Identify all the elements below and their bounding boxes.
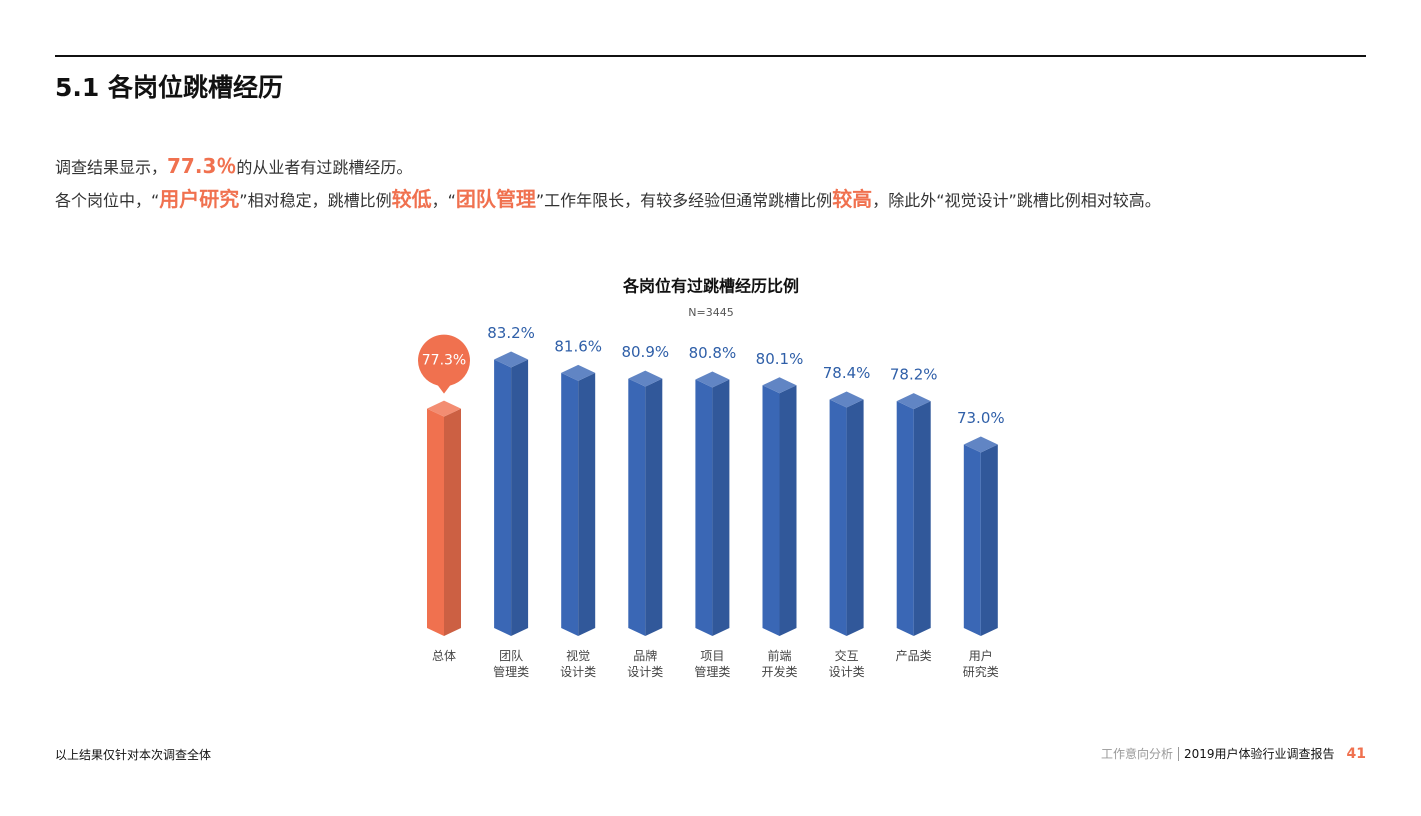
bar-top-face: [963, 436, 998, 453]
x-tick-label: 品牌 设计类: [627, 649, 664, 679]
report-name: 2019用户体验行业调查报告: [1183, 747, 1335, 761]
chart-subtitle: N=3445: [688, 306, 733, 319]
bar-left-face: [427, 408, 444, 636]
footnote: 以上结果仅针对本次调查全体: [55, 748, 212, 762]
bar-right-face: [846, 399, 864, 636]
bar-right-face: [712, 379, 730, 636]
value-label: 81.6%: [554, 337, 602, 355]
bar-top-face: [628, 370, 663, 387]
value-label: 78.4%: [823, 364, 871, 382]
highlight: 较高: [832, 187, 873, 211]
value-label: 77.3%: [422, 353, 466, 369]
bar: [896, 393, 931, 636]
bar-top-face: [427, 400, 461, 417]
highlight: 团队管理: [455, 187, 536, 211]
text: ，“: [431, 191, 456, 210]
intro-line: 各个岗位中，“用户研究”相对稳定，跳槽比例较低，“团队管理”工作年限长，有较多经…: [55, 183, 1161, 212]
bar: [628, 370, 663, 636]
bar-right-face: [645, 378, 663, 636]
bar-top-face: [896, 393, 931, 410]
header-rule: [55, 55, 1366, 57]
bar-right-face: [578, 372, 596, 636]
bar: [494, 351, 529, 636]
bar-right-face: [913, 401, 931, 636]
x-tick-label: 视觉 设计类: [560, 649, 597, 679]
bar: [829, 391, 864, 636]
bar-left-face: [628, 378, 646, 636]
value-label: 80.1%: [756, 350, 804, 368]
bar-top-face: [561, 364, 596, 381]
bar-left-face: [695, 379, 713, 636]
x-tick-label: 产品类: [895, 649, 932, 663]
text: 的从业者有过跳槽经历。: [236, 158, 413, 177]
x-tick-label: 项目 管理类: [694, 649, 731, 679]
bar-right-face: [980, 444, 998, 636]
page-title: 5.1 各岗位跳槽经历: [55, 73, 283, 102]
bar-left-face: [561, 372, 579, 636]
value-label: 78.2%: [890, 366, 938, 384]
bar: [561, 364, 596, 636]
x-tick-label: 总体: [431, 649, 456, 663]
text: ”工作年限长，有较多经验但通常跳槽比例: [535, 191, 833, 210]
text: ，除此外“视觉设计”跳槽比例相对较高。: [872, 191, 1161, 210]
bar: [963, 436, 998, 636]
highlight: 用户研究: [159, 187, 240, 211]
bar: [427, 400, 461, 636]
bar: [762, 377, 797, 636]
x-tick-label: 交互 设计类: [828, 649, 865, 679]
text: 调查结果显示，: [55, 158, 168, 177]
page-number: 41: [1346, 746, 1366, 762]
x-tick-label: 团队 管理类: [493, 649, 530, 679]
value-label: 80.8%: [689, 344, 737, 362]
x-tick-label: 用户 研究类: [962, 649, 999, 679]
bar-left-face: [494, 359, 512, 636]
bar-right-face: [511, 359, 529, 636]
bar-left-face: [762, 385, 780, 636]
callout: [418, 334, 470, 394]
bar-top-face: [829, 391, 864, 408]
bar: [695, 371, 730, 636]
text: 各个岗位中，“: [55, 191, 160, 210]
text: ”相对稳定，跳槽比例: [239, 191, 392, 210]
bar-top-face: [494, 351, 529, 368]
value-label: 73.0%: [957, 409, 1005, 427]
chart-title: 各岗位有过跳槽经历比例: [622, 277, 799, 296]
highlight: 77.3％: [167, 154, 237, 178]
x-tick-label: 前端 开发类: [761, 649, 798, 679]
intro-line: 调查结果显示，77.3％的从业者有过跳槽经历。: [55, 150, 412, 179]
bar-left-face: [896, 401, 914, 636]
footer: 工作意向分析 2019用户体验行业调查报告 41: [1100, 745, 1366, 762]
bar-left-face: [963, 444, 981, 636]
bar-right-face: [779, 385, 797, 636]
section: 工作意向分析: [1100, 747, 1179, 761]
highlight: 较低: [391, 187, 432, 211]
bar-right-face: [444, 408, 461, 636]
bar-left-face: [829, 399, 847, 636]
value-label: 83.2%: [487, 324, 535, 342]
value-label: 80.9%: [621, 343, 669, 361]
bar-top-face: [695, 371, 730, 388]
bar-top-face: [762, 377, 797, 394]
